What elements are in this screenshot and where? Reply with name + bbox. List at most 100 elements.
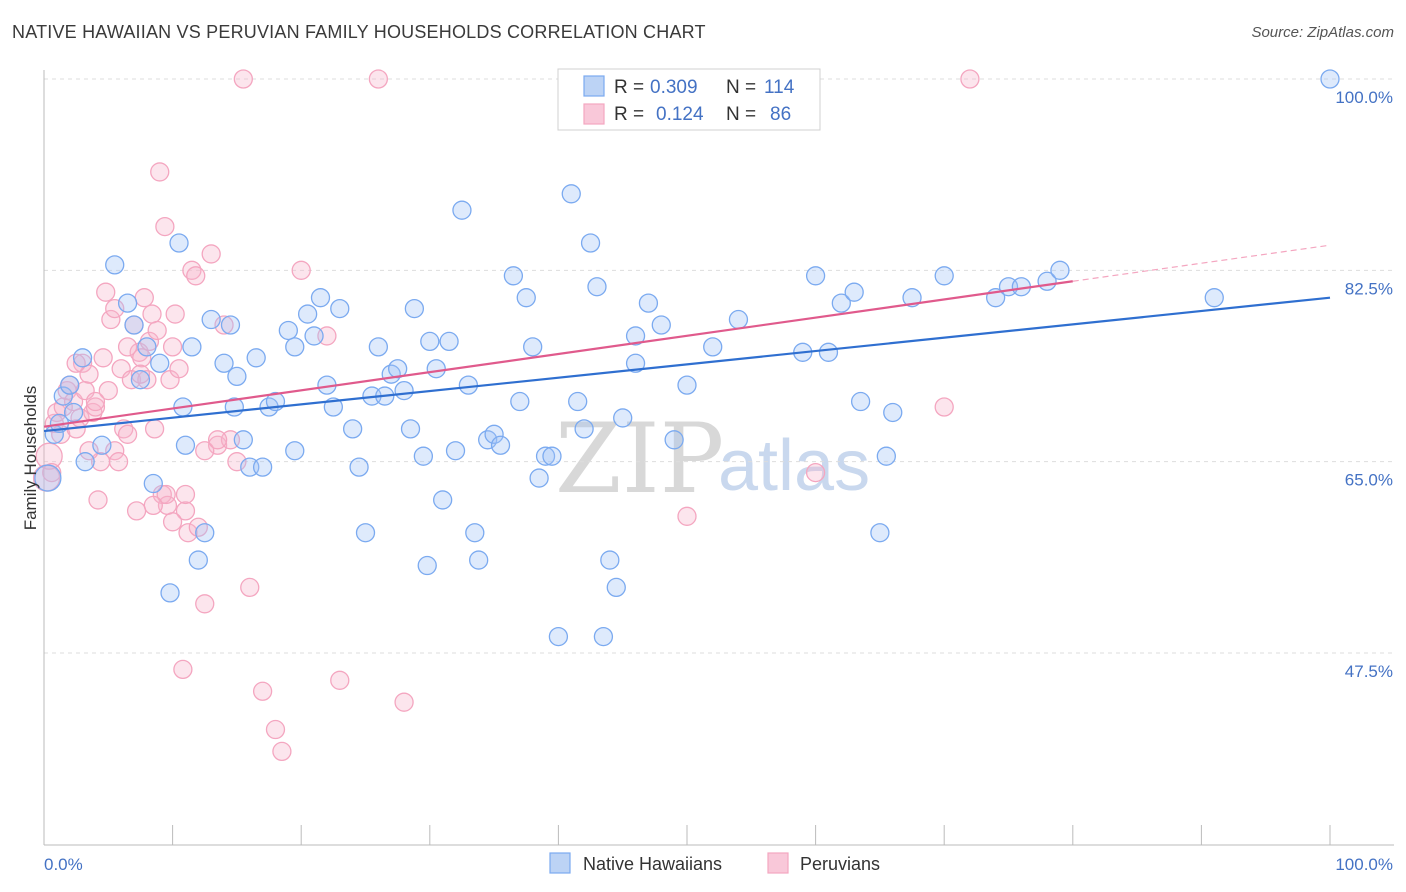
peruvian-point-70 [677,506,697,526]
peruvian-point-79 [207,430,228,450]
peruvians-trend-line [43,280,1073,428]
native-hawaiian-point-45 [355,523,376,543]
native-hawaiian-point-23 [201,309,221,330]
peruvian-point-39 [150,162,170,182]
peruvian-point-77 [175,484,196,505]
native-hawaiian-point-72 [529,468,549,488]
native-hawaiian-point-51 [394,380,414,401]
native-hawaiian-point-71 [523,337,543,357]
native-hawaiian-point-0 [34,464,62,492]
peruvian-point-22 [101,309,121,330]
x-tick-label-1: 100.0% [1335,855,1393,874]
native-hawaiian-point-87 [638,293,659,313]
peruvian-point-6 [53,397,73,417]
native-hawaiian-point-102 [902,288,922,308]
native-hawaiian-point-83 [606,577,626,598]
native-hawaiian-point-5 [63,402,84,423]
legend-n-label-1: N = [726,77,756,98]
bottom-legend-native-hawaiians: Native Hawaiians [583,854,722,874]
native-hawaiian-point-101 [883,402,903,423]
native-hawaiian-point-56 [420,331,440,352]
native-hawaiian-point-91 [703,337,723,357]
native-hawaiian-point-7 [75,452,95,472]
peruvian-point-32 [132,348,152,368]
native-hawaiian-point-76 [561,184,581,204]
chart-title: NATIVE HAWAIIAN VS PERUVIAN FAMILY HOUSE… [12,22,706,42]
peruvian-point-51 [186,266,206,286]
native-hawaiian-point-109 [1204,288,1224,308]
native-hawaiian-point-20 [182,337,202,357]
native-hawaiian-point-13 [137,337,157,357]
axes [43,70,1394,846]
native-hawaiian-point-44 [349,457,369,477]
native-hawaiian-point-80 [587,277,607,297]
native-hawaiian-point-74 [542,446,562,466]
native-hawaiian-point-82 [600,550,620,570]
native-hawaiian-point-108 [1050,260,1070,280]
peruvian-point-63 [272,741,292,762]
native-hawaiian-point-38 [304,326,324,346]
y-tick-labels: 47.5% 65.0% 82.5% 100.0% [1335,88,1393,681]
peruvian-point-24 [108,452,129,472]
native-hawaiian-point-39 [310,288,331,308]
native-hawaiian-point-75 [548,626,569,647]
native-hawaiian-point-24 [214,353,234,373]
native-hawaiian-point-70 [516,288,536,308]
peruvian-point-75 [130,364,151,384]
native-hawaiian-point-89 [664,430,684,450]
native-hawaiian-point-110 [1320,69,1340,89]
native-hawaiian-point-8 [92,435,112,455]
native-hawaiian-point-25 [220,315,241,335]
peruvian-point-73 [960,69,980,89]
legend-r-value-2: 0.124 [656,104,704,125]
native-hawaiian-point-28 [233,430,253,450]
native-hawaiian-point-36 [285,337,305,357]
native-hawaiian-point-63 [465,523,485,543]
native-hawaiian-point-90 [677,375,697,395]
bottom-legend-swatch-native-hawaiians [549,852,571,874]
native-hawaiian-point-22 [195,523,215,543]
legend-n-label-2: N = [726,104,756,125]
peruvian-point-85 [85,391,106,412]
peruvian-point-46 [169,359,189,379]
y-tick-label-3: 100.0% [1335,88,1393,107]
native-hawaiian-point-47 [368,337,389,357]
native-hawaiian-point-67 [490,435,511,455]
native-hawaiian-point-57 [426,359,446,379]
native-hawaiian-point-43 [342,419,363,439]
native-hawaiian-point-16 [160,583,180,603]
native-hawaiian-point-94 [805,266,826,286]
x-tick-label-0: 0.0% [44,855,83,874]
peruvians-points [32,69,980,762]
native-hawaiian-point-54 [413,446,434,466]
native-hawaiian-point-52 [400,419,421,439]
peruvian-point-53 [195,594,215,614]
native-hawaiians-trend-line [43,296,1331,433]
native-hawaiian-point-35 [285,441,305,461]
peruvian-point-14 [79,364,99,384]
native-hawaiian-point-96 [831,293,851,313]
native-hawaiian-point-69 [510,391,530,412]
legend-n-value-1: 114 [764,77,795,98]
native-hawaiian-point-81 [593,626,614,647]
peruvian-point-72 [934,397,954,417]
series-legend: Native Hawaiians Peruvians [549,852,880,874]
native-hawaiian-point-95 [818,342,839,362]
peruvian-point-84 [162,512,183,532]
native-hawaiian-point-30 [246,348,266,368]
bottom-legend-swatch-peruvians [767,852,789,874]
native-hawaiian-point-42 [330,298,350,319]
peruvian-point-30 [126,501,147,521]
native-hawaiian-point-6 [72,348,93,368]
peruvian-point-62 [265,719,286,740]
peruvian-point-66 [330,670,350,690]
y-tick-label-2: 82.5% [1345,279,1393,298]
native-hawaiian-point-99 [870,523,890,543]
peruvian-point-71 [805,462,826,483]
peruvian-point-82 [117,337,138,357]
native-hawaiian-point-55 [417,555,437,576]
native-hawaiian-point-15 [150,353,170,373]
native-hawaiian-point-9 [105,255,125,275]
native-hawaiian-point-66 [484,424,504,444]
native-hawaiian-point-64 [469,550,489,570]
